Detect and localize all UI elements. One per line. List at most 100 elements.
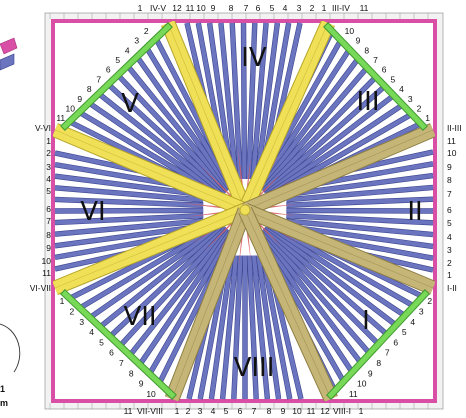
diag-label-top-right: 3	[408, 94, 413, 104]
diag-label-top-left: 11	[56, 113, 65, 123]
bottom-label: 11	[124, 406, 133, 416]
top-label: IV-V	[150, 3, 166, 13]
bottom-label: 1	[359, 406, 364, 416]
left-label: 10	[42, 256, 52, 266]
diag-label-top-left: 2	[144, 26, 149, 36]
bar-left-fill	[54, 208, 204, 214]
diagonal-top-right-fill	[324, 23, 427, 130]
bar-sector-v-fill	[106, 82, 228, 194]
left-neighbour-panel: 1 m	[0, 37, 21, 408]
red-ray	[254, 173, 282, 201]
sector-label-vii: VII	[123, 302, 156, 332]
diag-label-bottom-left: 3	[79, 317, 84, 327]
top-label: 1	[138, 3, 143, 13]
diag-label-top-right: 4	[399, 84, 404, 94]
bar-sector-vii-fill	[137, 230, 232, 368]
bottom-label: 4	[211, 406, 216, 416]
spoke-iii-iv-line	[244, 22, 329, 211]
diag-label-top-right: 9	[356, 36, 361, 46]
diag-label-top-left: 10	[66, 103, 76, 113]
top-label: 11	[360, 3, 369, 13]
bar-sector-i-fill	[259, 230, 364, 366]
bottom-label: VIII-I	[333, 406, 351, 416]
bar-sector-vii-fill	[146, 232, 234, 377]
diag-label-bottom-left: 2	[69, 306, 74, 316]
bar-sector-i-fill	[264, 224, 398, 327]
top-label: 9	[211, 3, 216, 13]
bar-right-fill	[286, 208, 434, 214]
red-ray	[254, 219, 282, 247]
bottom-label: 5	[224, 406, 229, 416]
top-label: 1	[322, 3, 327, 13]
bottom-label: 9	[281, 406, 286, 416]
bar-sector-i-fill	[266, 222, 406, 318]
left-label: 3	[46, 162, 51, 172]
spoke-layer	[53, 21, 435, 401]
bar-sector-v-fill	[125, 63, 231, 192]
bar-right-fill	[286, 213, 434, 225]
red-ray	[245, 223, 251, 262]
spoke-v-vi-line	[54, 129, 246, 211]
bar-right-fill	[286, 173, 434, 197]
sector-label-ii: II	[407, 197, 422, 227]
left-label: VI-VII	[30, 283, 51, 293]
diag-label-bottom-left: 1	[60, 296, 65, 306]
left-label: 5	[46, 186, 51, 196]
bar-bottom-fill	[256, 255, 281, 400]
top-label: 10	[196, 3, 206, 13]
bar-left-fill	[54, 174, 204, 197]
bar-left-fill	[54, 213, 204, 225]
bar-top-fill	[230, 22, 243, 180]
diag-label-top-left: 4	[125, 45, 130, 55]
diag-label-bottom-left: 5	[99, 337, 104, 347]
bar-sector-iii-fill	[260, 65, 370, 192]
spoke-vi-vii-line	[54, 209, 246, 289]
bar-sector-iii-fill	[263, 84, 387, 195]
bar-left-fill	[54, 185, 204, 203]
spoke-vii-viii-line	[171, 209, 246, 400]
left-label: 11	[42, 268, 51, 278]
bar-sector-iii-fill	[264, 93, 395, 196]
diag-label-top-left: 9	[77, 94, 82, 104]
diag-label-bottom-right: 6	[393, 337, 398, 347]
frame-tick-marks	[49, 13, 429, 409]
bottom-label: 2	[186, 406, 191, 416]
bar-sector-vii-fill	[98, 224, 227, 329]
bottom-label: 6	[238, 406, 243, 416]
sector-label-vi: VI	[80, 197, 105, 227]
diag-label-bottom-left: 9	[139, 379, 144, 389]
bar-sector-iii-fill	[258, 46, 353, 189]
red-ray	[245, 158, 251, 197]
bar-sector-i-fill	[263, 225, 389, 337]
bar-top-fill	[250, 22, 269, 180]
spoke-ii-iii-line	[244, 129, 434, 211]
left-label: V-VI	[35, 123, 51, 133]
right-label: 6	[447, 205, 452, 215]
diag-label-bottom-right: 10	[357, 379, 367, 389]
diag-label-top-right: 5	[390, 74, 395, 84]
bar-top-fill	[255, 22, 280, 180]
left-label: 7	[46, 216, 51, 226]
diag-label-top-right: 8	[364, 45, 369, 55]
red-ray	[181, 202, 232, 210]
bar-top-fill	[241, 22, 247, 179]
bar-sector-iii-fill	[265, 103, 404, 198]
right-label: 5	[447, 218, 452, 228]
top-label: 4	[283, 3, 288, 13]
spoke-i-ii-line	[244, 209, 434, 289]
diag-label-bottom-right: 7	[385, 348, 390, 358]
diagonal-bottom-left-fill	[61, 290, 176, 399]
right-label: 2	[447, 258, 452, 268]
bottom-label: 3	[198, 406, 203, 416]
bottom-label: 8	[267, 406, 272, 416]
right-label: I-II	[447, 283, 457, 293]
bar-sector-v-fill	[115, 73, 229, 193]
bar-right-fill	[286, 197, 434, 208]
sector-label-viii: VIII	[234, 353, 275, 383]
bar-sector-v-fill	[88, 101, 225, 197]
bar-sector-i-fill	[260, 228, 372, 356]
diag-label-bottom-left: 4	[89, 327, 94, 337]
bar-sector-vii-fill	[89, 223, 225, 320]
red-ray	[204, 219, 236, 252]
